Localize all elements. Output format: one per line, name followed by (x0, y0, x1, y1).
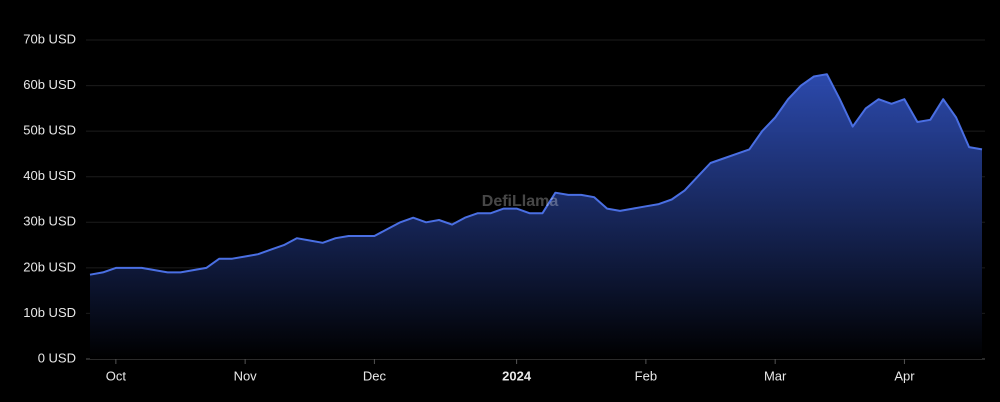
line (89, 73, 983, 276)
y-tick-label: 10b USD (23, 305, 76, 320)
watermark: DefiLlama (482, 193, 559, 210)
area (90, 74, 982, 359)
y-tick-label: 50b USD (23, 123, 76, 138)
x-tick-label: 2024 (502, 368, 532, 383)
y-tick-label: 20b USD (23, 259, 76, 274)
plot (89, 73, 983, 359)
y-tick-label: 70b USD (23, 31, 76, 46)
y-tick-label: 40b USD (23, 168, 76, 183)
x-tick-label: Mar (764, 368, 787, 383)
y-tick-label: 30b USD (23, 214, 76, 229)
y-tick-label: 0 USD (38, 350, 76, 365)
x-tick-label: Nov (234, 368, 258, 383)
x-tick-label: Oct (106, 368, 127, 383)
x-tick-label: Apr (894, 368, 915, 383)
y-tick-label: 60b USD (23, 77, 76, 92)
x-tick-label: Dec (363, 368, 387, 383)
x-tick-label: Feb (635, 368, 657, 383)
